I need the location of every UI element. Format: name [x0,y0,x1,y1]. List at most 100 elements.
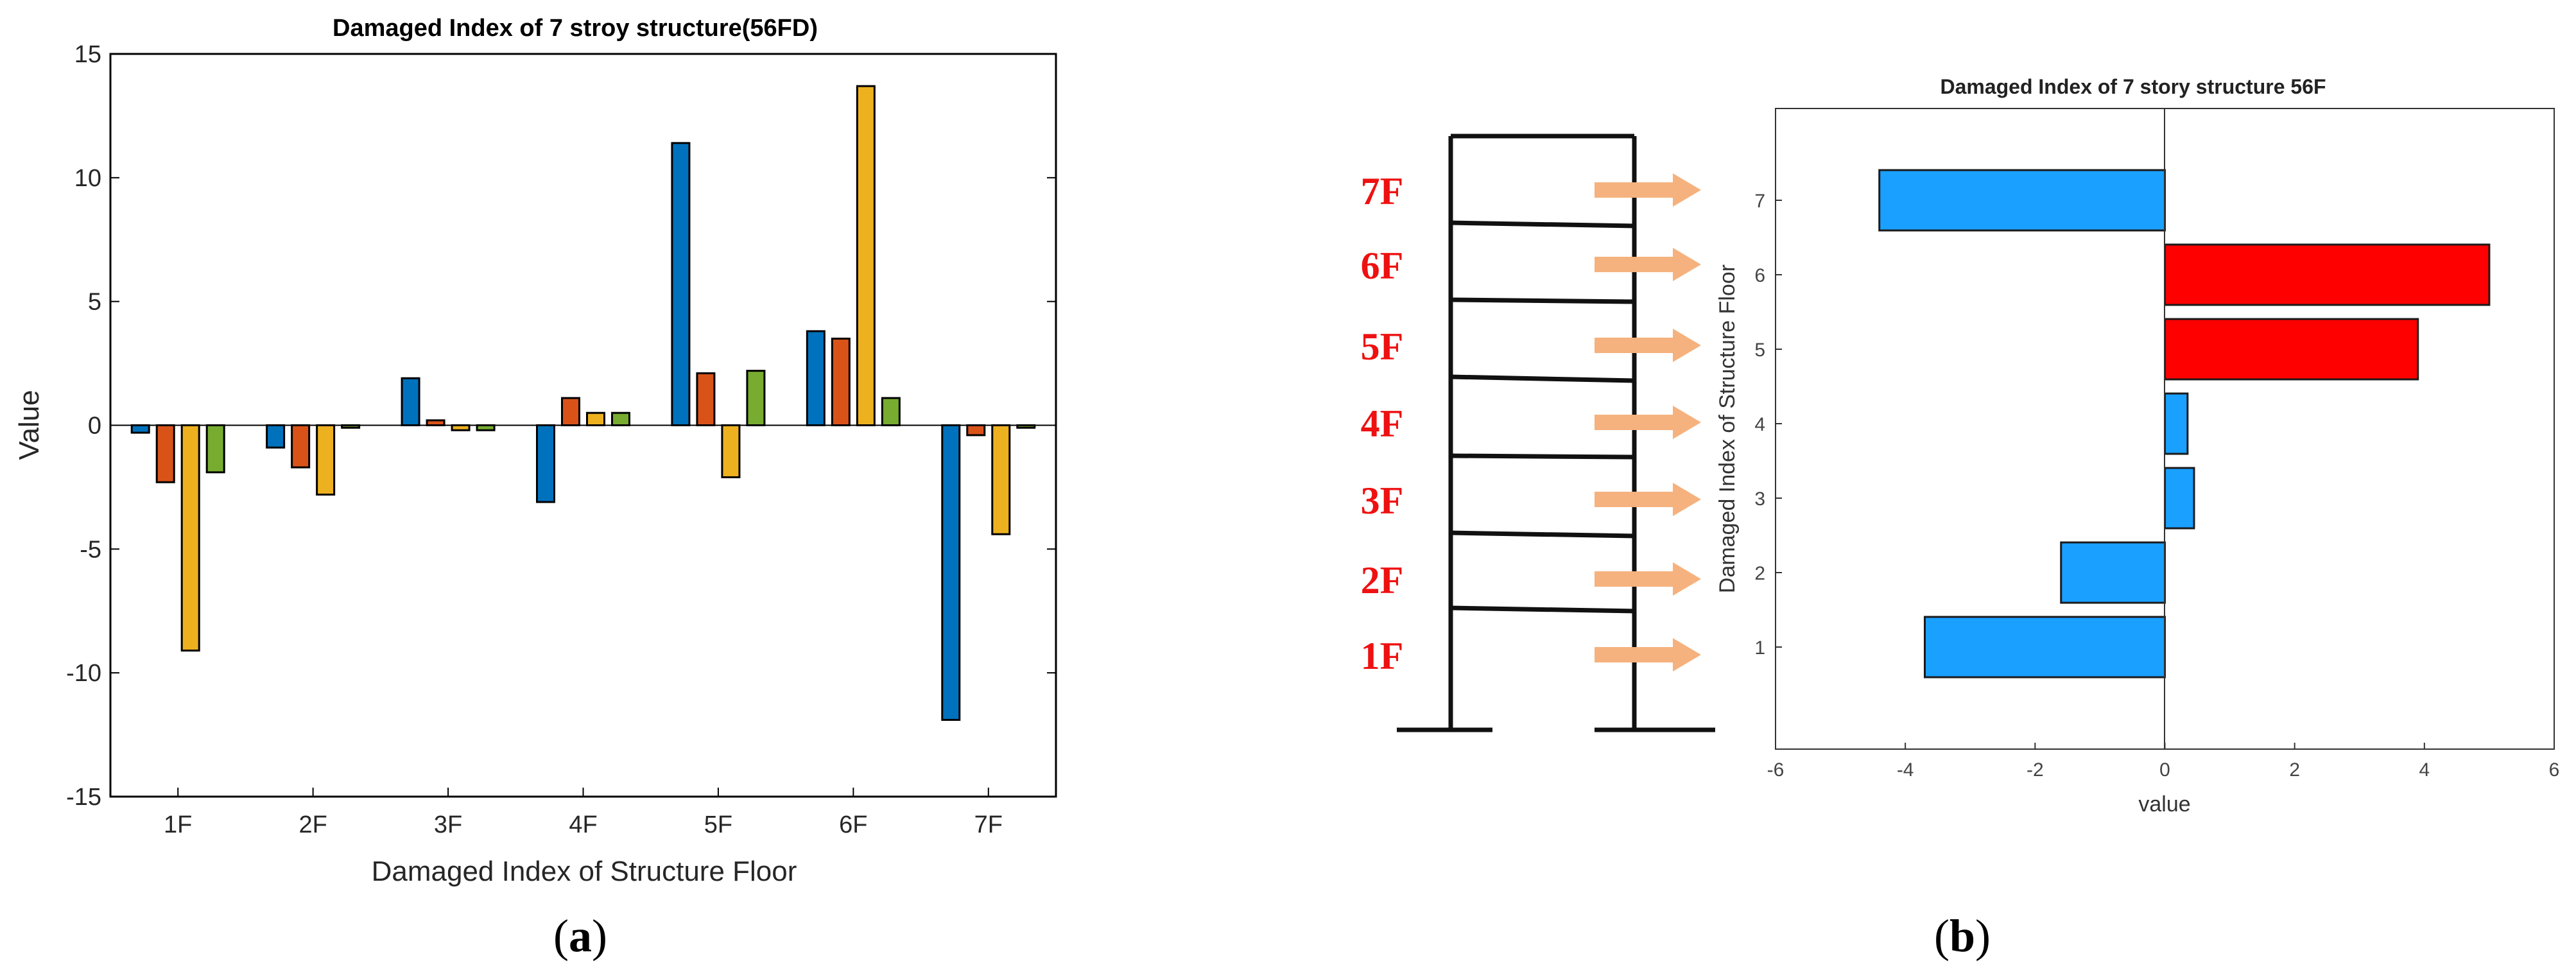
x-tick-label: 6F [839,811,867,838]
panel-b-y-axis-label: Damaged Index of Structure Floor [1715,264,1740,593]
bar-series-1-3F [401,377,420,426]
bar-series-3-6F [856,85,876,427]
y-tick-label: 6 [1754,265,1765,286]
x-tick-label: 4F [569,811,597,838]
panel-a-letter: a [569,910,592,962]
panel-a-caption: (a) [553,910,607,962]
load-arrow-1F [1595,638,1701,671]
panel-a-x-axis: 1F 2F 3F 4F 5F 6F 7F [164,788,1003,838]
x-tick-label: 3F [434,811,462,838]
building-floor-line [1450,605,1635,614]
floor-label-2F: 2F [1361,559,1404,601]
bar-series-4-3F [476,424,496,431]
bar-floor-3 [2164,467,2195,530]
bar-series-3-1F [180,424,200,652]
panel-a-bars [130,85,1036,721]
x-tick-label: -4 [1897,759,1914,781]
x-tick-label: 4 [2419,759,2430,781]
y-tick-label: 15 [74,41,101,68]
bar-series-2-3F [426,419,445,427]
floor-label-7F: 7F [1361,170,1404,212]
load-arrow-4F [1595,406,1701,439]
y-tick-label: 7 [1754,191,1765,212]
bar-series-2-6F [831,338,851,426]
bar-series-4-5F [746,370,766,426]
floor-label-6F: 6F [1361,245,1404,287]
y-tick-label: 4 [1754,414,1765,435]
load-arrow-6F [1595,248,1701,281]
panel-a-chart: Damaged Index of 7 stroy structure(56FD)… [13,15,1057,962]
floor-label-5F: 5F [1361,325,1404,368]
load-arrow-7F [1595,173,1701,207]
x-tick-label: 2 [2289,759,2300,781]
load-arrow-3F [1595,483,1701,516]
bar-series-3-7F [991,424,1011,535]
y-tick-label: 10 [74,165,101,192]
panel-a-title: Damaged Index of 7 stroy structure(56FD) [333,15,818,42]
y-tick-label: -10 [66,660,101,687]
building-floor-line [1450,374,1635,383]
y-tick-label: 2 [1754,563,1765,584]
building-floor-line [1450,297,1635,304]
x-tick-label: 6 [2549,759,2560,781]
bar-floor-4 [2164,392,2189,455]
bar-floor-7 [1878,169,2166,232]
bar-series-3-2F [316,424,336,496]
floor-label-1F: 1F [1361,635,1404,677]
y-tick-label: 3 [1754,488,1765,510]
bar-series-1-2F [266,424,286,449]
load-arrows [1595,173,1701,671]
y-tick-label: -15 [66,784,101,811]
bar-series-4-2F [341,424,361,429]
y-tick-label: 1 [1754,637,1765,659]
bar-series-4-4F [611,411,630,427]
bar-series-1-4F [536,424,555,503]
panel-b-x-axis-label: value [2138,792,2190,817]
load-arrow-5F [1595,329,1701,362]
bar-series-4-7F [1016,424,1036,429]
building-floor-line [1450,453,1635,460]
panel-a-y-axis: -15 -10 -5 0 5 10 15 [66,41,1056,811]
bar-floor-6 [2164,243,2491,306]
panel-a-x-axis-label: Damaged Index of Structure Floor [372,856,797,887]
panel-b-caption: (b) [1934,910,1991,962]
load-arrow-2F [1595,562,1701,596]
bar-series-3-4F [586,411,605,427]
bar-series-2-5F [696,372,716,427]
x-tick-label: 0 [2159,759,2170,781]
bar-series-2-4F [561,397,580,426]
panel-b-title: Damaged Index of 7 story structure 56F [1940,75,2326,98]
bar-series-2-7F [966,424,986,437]
panel-b-x-axis: -6 -4 -2 0 2 4 6 [1767,743,2560,781]
panel-b-y-axis: 1 2 3 4 5 6 7 [1754,191,1782,659]
bar-floor-5 [2164,318,2419,381]
bar-floor-2 [2060,541,2166,604]
panel-b-chart: Damaged Index of 7 story structure 56F -… [1715,75,2559,962]
x-tick-label: -6 [1767,759,1785,781]
y-tick-label: 0 [88,413,101,440]
x-tick-label: 1F [164,811,192,838]
panel-a-y-axis-label: Value [13,390,45,460]
x-tick-label: 7F [974,811,1003,838]
building-diagram [1397,134,1715,732]
bar-floor-1 [1923,616,2166,679]
bar-series-1-1F [130,424,150,434]
panel-b-letter: b [1949,910,1975,962]
bar-series-3-5F [721,424,741,478]
bar-series-2-2F [291,424,311,469]
panel-b-bars [1878,169,2491,679]
bar-series-1-6F [806,330,826,426]
y-tick-label: -5 [80,536,101,563]
x-tick-label: 2F [298,811,327,838]
x-tick-label: 5F [704,811,732,838]
bar-series-4-1F [205,424,225,474]
y-tick-label: 5 [1754,340,1765,361]
floor-label-4F: 4F [1361,402,1404,445]
bar-series-4-6F [881,397,901,426]
bar-series-3-3F [451,424,471,431]
bar-series-1-5F [671,142,691,426]
building-floor-line [1450,220,1635,229]
floor-labels: 1F 2F 3F 4F 5F 6F 7F [1361,170,1404,677]
bar-series-1-7F [941,424,961,721]
